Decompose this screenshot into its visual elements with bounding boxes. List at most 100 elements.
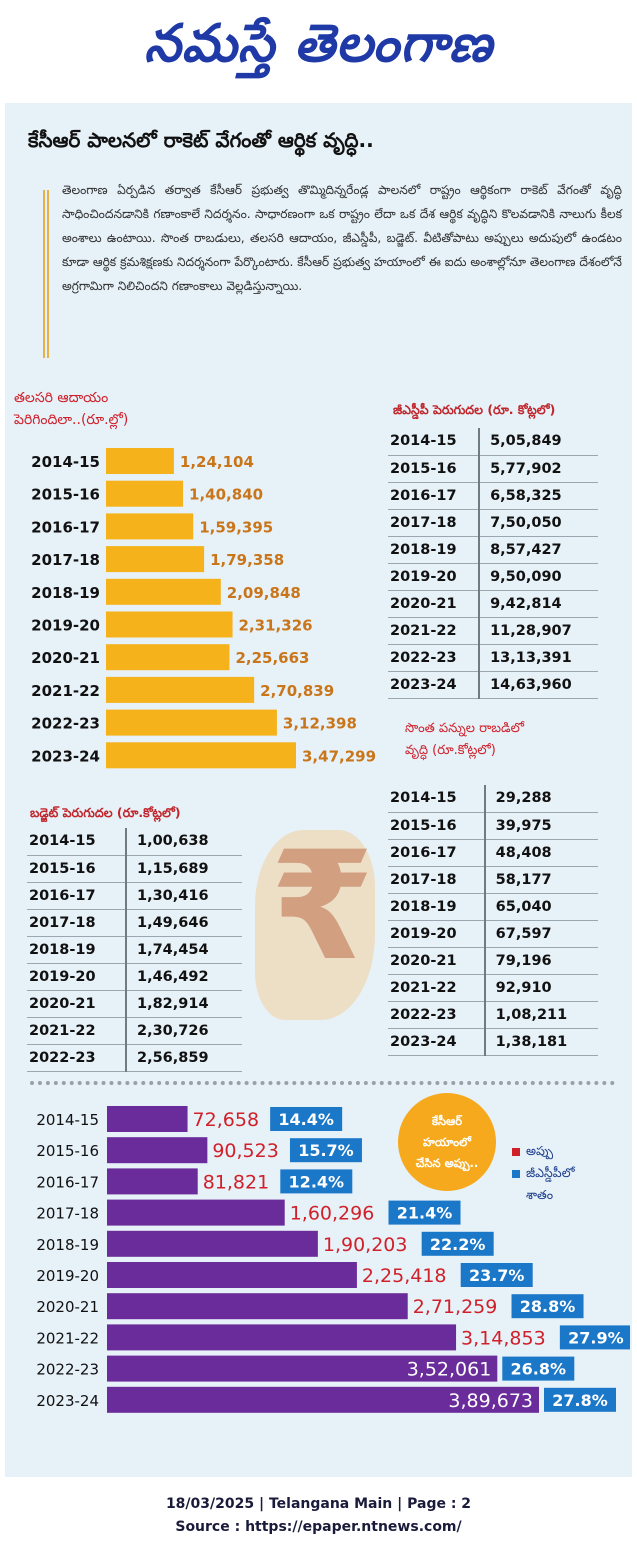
gsdp-row: 2018-19 8,57,427 <box>388 536 598 564</box>
gsdp-year: 2020-21 <box>388 590 480 618</box>
gsdp-value: 13,13,391 <box>478 644 598 672</box>
budget-year: 2014-15 <box>27 828 126 856</box>
own-tax-value: 79,196 <box>483 947 598 975</box>
per-capita-year-label: 2020-21 <box>31 649 100 667</box>
gsdp-pct-label: 21.4% <box>397 1204 453 1223</box>
per-capita-value-label: 1,59,395 <box>199 518 273 536</box>
budget-value: 1,82,914 <box>124 990 242 1018</box>
budget-row: 2020-21 1,82,914 <box>27 990 242 1018</box>
gsdp-year: 2018-19 <box>388 536 480 564</box>
gsdp-pct-label: 14.4% <box>278 1110 334 1129</box>
gsdp-pct-label: 12.4% <box>289 1172 345 1191</box>
own-tax-row: 2019-20 67,597 <box>388 920 598 948</box>
budget-year: 2015-16 <box>27 855 126 883</box>
own-tax-year: 2019-20 <box>388 920 485 948</box>
debt-value-label: 72,658 <box>193 1109 259 1131</box>
budget-value: 2,30,726 <box>124 1017 242 1045</box>
own-tax-row: 2015-16 39,975 <box>388 812 598 840</box>
bubble-line2: హయాంలో <box>423 1134 471 1149</box>
gsdp-pct-label: 27.9% <box>568 1328 624 1347</box>
per-capita-year-label: 2021-22 <box>31 682 100 700</box>
gsdp-pct-badge <box>544 1387 616 1412</box>
own-tax-row: 2018-19 65,040 <box>388 893 598 921</box>
gsdp-title: జీఎస్డీపీ పెరుగుదల (రూ. కోట్లలో) <box>393 402 556 417</box>
per-capita-bar <box>106 742 296 769</box>
gsdp-row: 2015-16 5,77,902 <box>388 455 598 483</box>
intro-paragraph: తెలంగాణ ఏర్పడిన తర్వాత కేసీఆర్ ప్రభుత్వ … <box>62 183 622 293</box>
per-capita-year-label: 2017-18 <box>31 551 100 569</box>
budget-row: 2015-16 1,15,689 <box>27 855 242 883</box>
gsdp-pct-badge <box>559 1325 630 1350</box>
own-tax-year: 2016-17 <box>388 839 485 867</box>
debt-year-label: 2017-18 <box>36 1205 99 1223</box>
budget-year: 2016-17 <box>27 882 126 910</box>
own-tax-value: 67,597 <box>483 920 598 948</box>
per-capita-year-label: 2016-17 <box>31 518 100 536</box>
gsdp-row: 2016-17 6,58,325 <box>388 482 598 510</box>
gsdp-pct-badge <box>460 1263 533 1287</box>
gsdp-row: 2023-24 14,63,960 <box>388 671 598 699</box>
gsdp-pct-label: 28.8% <box>520 1297 576 1316</box>
gsdp-row: 2014-15 5,05,849 <box>388 428 598 456</box>
legend-pct-swatch <box>512 1169 520 1178</box>
debt-bar <box>107 1262 357 1288</box>
own-tax-row: 2014-15 29,288 <box>388 785 598 813</box>
gsdp-year: 2017-18 <box>388 509 480 537</box>
own-tax-year: 2020-21 <box>388 947 485 975</box>
per-capita-title-line1: తలసరి ఆదాయం <box>14 390 109 406</box>
gsdp-pct-badge <box>421 1231 494 1256</box>
gsdp-value: 8,57,427 <box>478 536 598 564</box>
budget-year: 2020-21 <box>27 990 126 1018</box>
debt-bubble: కేసీఆర్ హయాంలో చేసిన అప్పు.. <box>398 1093 496 1191</box>
per-capita-bar <box>106 546 205 573</box>
per-capita-chart: 2014-15 1,24,104 2015-16 1,40,840 2016-17 1,5… <box>31 448 376 769</box>
dotted-divider <box>30 1081 615 1085</box>
budget-year: 2019-20 <box>27 963 126 991</box>
budget-year: 2021-22 <box>27 1017 126 1045</box>
own-tax-row: 2022-23 1,08,211 <box>388 1001 598 1029</box>
debt-value-label: 1,60,296 <box>290 1203 375 1225</box>
debt-value-label: 2,71,259 <box>413 1296 498 1318</box>
debt-year-label: 2018-19 <box>36 1236 99 1254</box>
per-capita-bar <box>106 709 277 736</box>
budget-row: 2018-19 1,74,454 <box>27 936 242 964</box>
budget-value: 1,15,689 <box>124 855 242 883</box>
own-tax-row: 2020-21 79,196 <box>388 947 598 975</box>
budget-value: 1,46,492 <box>124 963 242 991</box>
gsdp-row: 2022-23 13,13,391 <box>388 644 598 672</box>
telangana-map-shape <box>255 830 375 1020</box>
per-capita-value-label: 1,79,358 <box>210 551 284 569</box>
debt-bar <box>107 1386 539 1413</box>
own-tax-value: 92,910 <box>483 974 598 1002</box>
per-capita-value-label: 2,25,663 <box>235 649 309 667</box>
own-tax-table: 2014-15 29,288 2015-16 39,975 2016-17 48,408 2… <box>388 785 598 1056</box>
debt-value-label: 90,523 <box>212 1140 278 1162</box>
debt-value-label: 3,14,853 <box>461 1327 546 1349</box>
own-tax-title-line2: వృద్ధి (రూ.కోట్లలో) <box>405 743 496 758</box>
debt-value-label: 3,52,061 <box>407 1359 492 1381</box>
own-tax-year: 2017-18 <box>388 866 485 894</box>
gsdp-pct-label: 26.8% <box>511 1360 567 1379</box>
budget-table: 2014-15 1,00,638 2015-16 1,15,689 2016-17 1,3… <box>27 828 242 1072</box>
budget-row: 2019-20 1,46,492 <box>27 963 242 991</box>
debt-year-label: 2014-15 <box>36 1111 99 1129</box>
own-tax-value: 39,975 <box>483 812 598 840</box>
per-capita-value-label: 1,40,840 <box>189 486 263 504</box>
debt-value-label: 81,821 <box>203 1171 269 1193</box>
gsdp-pct-badge <box>388 1200 461 1225</box>
gsdp-value: 7,50,050 <box>478 509 598 537</box>
gsdp-pct-badge <box>502 1356 575 1381</box>
gsdp-value: 6,58,325 <box>478 482 598 510</box>
gsdp-table: 2014-15 5,05,849 2015-16 5,77,902 2016-17 6,5… <box>388 428 598 699</box>
debt-bar <box>107 1293 408 1320</box>
debt-value-label: 2,25,418 <box>362 1265 447 1287</box>
debt-bar <box>107 1137 208 1164</box>
debt-year-label: 2023-24 <box>36 1392 99 1410</box>
per-capita-value-label: 3,47,299 <box>302 747 376 765</box>
masthead-logo: నమస్తే తెలంగాణ <box>144 13 493 74</box>
per-capita-value-label: 2,09,848 <box>227 584 301 602</box>
gsdp-value: 9,50,090 <box>478 563 598 591</box>
per-capita-year-label: 2019-20 <box>31 617 100 635</box>
own-tax-row: 2023-24 1,38,181 <box>388 1028 598 1056</box>
gsdp-year: 2016-17 <box>388 482 480 510</box>
